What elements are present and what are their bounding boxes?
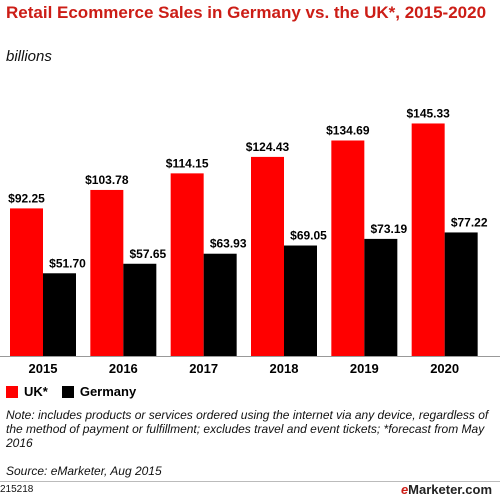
value-label-germany-2020: $77.22 bbox=[451, 215, 488, 229]
chart-subtitle: billions bbox=[6, 48, 52, 65]
value-label-uk-2020: $145.33 bbox=[406, 106, 450, 120]
value-labels-layer: $92.25 $51.70 $103.78 $57.65 $114.15 $63.93 $1… bbox=[8, 106, 488, 270]
value-label-germany-2016: $57.65 bbox=[129, 247, 166, 261]
chart-note: Note: includes products or services orde… bbox=[6, 408, 489, 450]
chart-source: Source: eMarketer, Aug 2015 bbox=[6, 464, 162, 478]
value-label-uk-2018: $124.43 bbox=[246, 140, 290, 154]
legend-label-uk: UK* bbox=[24, 384, 48, 399]
x-tick-labels-layer: 2015 2016 2017 2018 2019 2020 bbox=[29, 361, 460, 376]
x-tick-label-2018: 2018 bbox=[270, 361, 299, 376]
legend-item-uk: UK* bbox=[6, 384, 48, 399]
x-tick-label-2016: 2016 bbox=[109, 361, 138, 376]
x-tick-label-2017: 2017 bbox=[189, 361, 218, 376]
x-tick-label-2020: 2020 bbox=[430, 361, 459, 376]
bars-layer bbox=[10, 123, 478, 356]
bar-uk-2020 bbox=[411, 123, 445, 356]
value-label-germany-2019: $73.19 bbox=[370, 222, 407, 236]
value-label-germany-2018: $69.05 bbox=[290, 229, 327, 243]
bar-germany-2019 bbox=[364, 238, 398, 356]
brand-logo: eMarketer.com bbox=[401, 482, 492, 497]
bar-uk-2017 bbox=[170, 173, 204, 356]
value-label-uk-2017: $114.15 bbox=[166, 156, 209, 170]
bar-uk-2018 bbox=[251, 156, 284, 356]
footer-divider bbox=[0, 481, 500, 482]
value-label-uk-2019: $134.69 bbox=[326, 123, 370, 137]
bar-uk-2016 bbox=[90, 189, 124, 356]
chart-title: Retail Ecommerce Sales in Germany vs. th… bbox=[6, 3, 487, 22]
chart-id: 215218 bbox=[0, 484, 34, 495]
bar-germany-2017 bbox=[203, 253, 237, 356]
brand-name: Marketer bbox=[408, 482, 462, 497]
x-tick-label-2015: 2015 bbox=[29, 361, 58, 376]
bar-uk-2015 bbox=[10, 208, 43, 356]
value-label-uk-2016: $103.78 bbox=[85, 173, 129, 187]
legend-item-germany: Germany bbox=[61, 384, 137, 399]
legend-swatch-uk bbox=[6, 385, 18, 398]
bar-germany-2018 bbox=[284, 245, 317, 356]
bar-chart: $92.25 $51.70 $103.78 $57.65 $114.15 $63.93 $1… bbox=[0, 106, 500, 376]
legend-swatch-germany bbox=[61, 385, 74, 398]
value-label-uk-2015: $92.25 bbox=[8, 191, 45, 205]
brand-suffix: .com bbox=[461, 482, 492, 497]
legend-label-germany: Germany bbox=[79, 384, 137, 399]
value-label-germany-2015: $51.70 bbox=[49, 256, 86, 270]
bar-germany-2015 bbox=[43, 273, 76, 356]
value-label-germany-2017: $63.93 bbox=[210, 237, 247, 251]
x-tick-label-2019: 2019 bbox=[350, 361, 379, 376]
bar-uk-2019 bbox=[331, 140, 365, 356]
bar-germany-2016 bbox=[123, 263, 157, 356]
legend: UK* Germany bbox=[6, 384, 136, 399]
brand-prefix: e bbox=[400, 482, 409, 497]
bar-germany-2020 bbox=[444, 232, 478, 356]
